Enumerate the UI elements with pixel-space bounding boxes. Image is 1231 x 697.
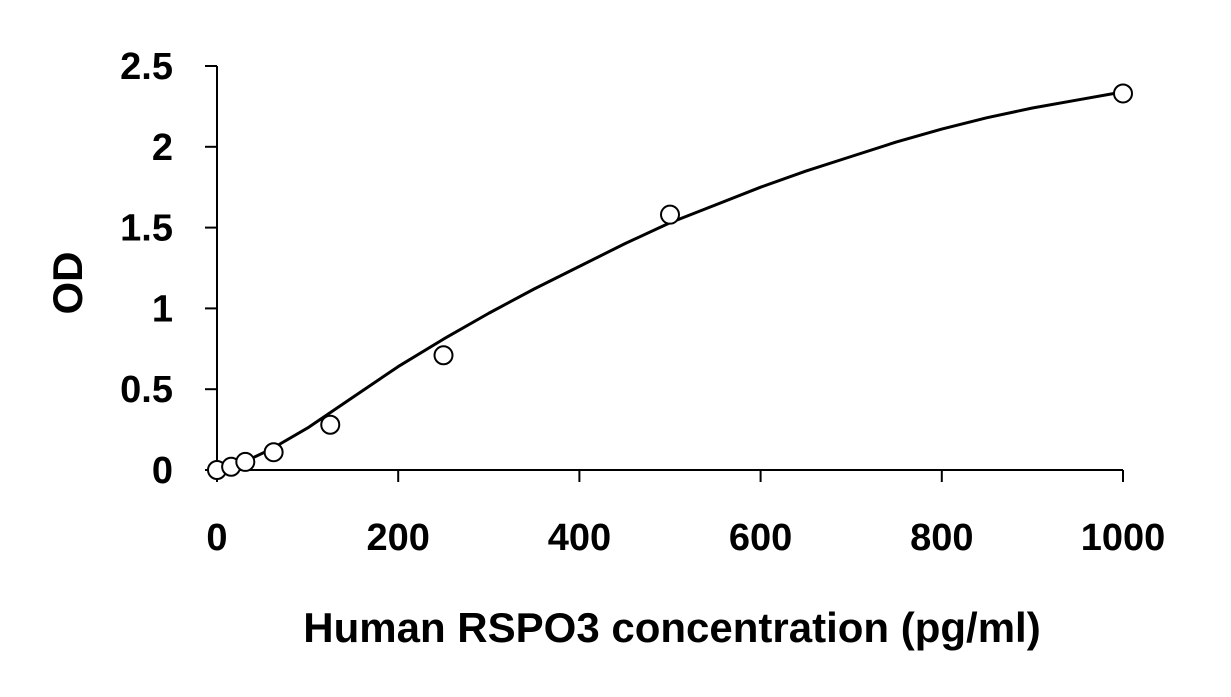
y-tick-label: 1.5 xyxy=(120,208,173,250)
y-tick-label: 2 xyxy=(152,127,173,169)
data-point xyxy=(1113,83,1133,104)
axes xyxy=(216,66,1123,471)
data-point xyxy=(320,414,341,435)
y-tick-label: 0.5 xyxy=(120,369,173,411)
data-point xyxy=(263,442,284,463)
y-tick-label: 2.5 xyxy=(120,46,173,88)
data-points xyxy=(207,83,1133,480)
x-tick-label: 400 xyxy=(548,517,611,559)
x-tick-label: 600 xyxy=(729,517,792,559)
x-tick-label: 200 xyxy=(366,517,429,559)
data-point xyxy=(660,204,680,225)
fit-curve-group xyxy=(229,90,1125,469)
data-point xyxy=(433,345,454,366)
y-tick-label: 0 xyxy=(152,450,173,492)
x-tick-label: 800 xyxy=(910,517,973,559)
x-tick-label: 1000 xyxy=(1081,517,1166,559)
y-axis-title: OD xyxy=(44,252,91,315)
x-axis-title: Human RSPO3 concentration (pg/ml) xyxy=(303,604,1040,651)
fit-curve xyxy=(229,90,1125,469)
y-tick-label: 1 xyxy=(152,288,173,330)
x-tick-label: 0 xyxy=(206,517,227,559)
ticks: 0 200 400 600 800 1000 0 0.5 1 1.5 2 2.5 xyxy=(120,46,1165,559)
data-point xyxy=(235,451,256,472)
